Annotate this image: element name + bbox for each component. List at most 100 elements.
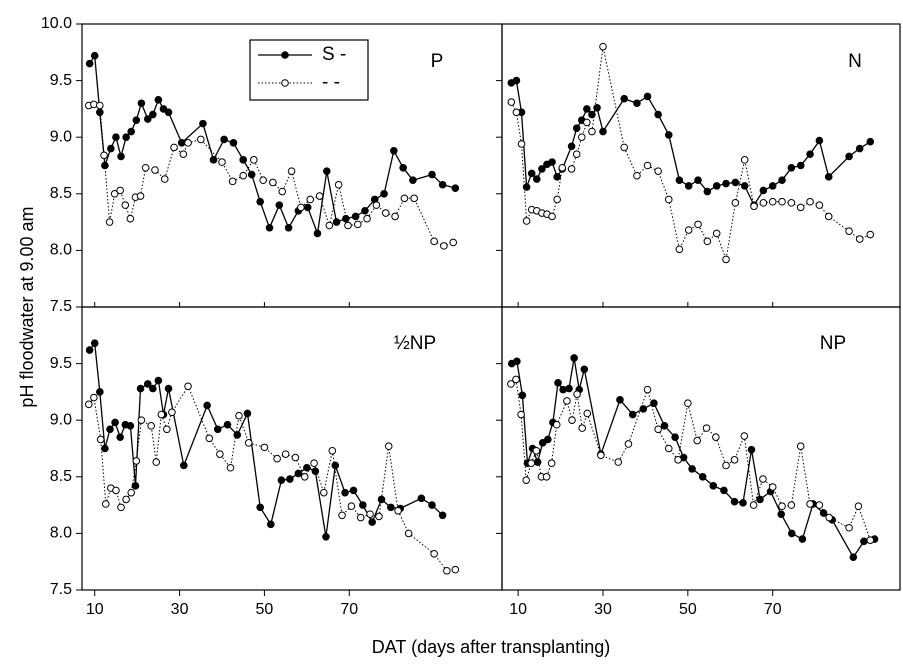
data-point (96, 101, 104, 110)
data-point (553, 173, 561, 181)
data-point (159, 105, 168, 113)
data-point (313, 229, 322, 238)
data-point (739, 499, 747, 507)
data-point (127, 127, 136, 136)
data-point (559, 385, 567, 394)
data-point (235, 411, 243, 420)
data-point (160, 175, 169, 183)
data-point (117, 152, 125, 161)
y-tick-label: 9.0 (50, 411, 72, 428)
data-point (825, 513, 833, 522)
data-point (243, 409, 252, 418)
data-point (300, 473, 309, 481)
data-point (620, 94, 629, 103)
data-point (654, 425, 662, 434)
data-point (532, 175, 541, 183)
data-point (768, 197, 777, 206)
data-point (796, 203, 805, 212)
data-point (164, 108, 173, 117)
data-point (547, 459, 556, 468)
data-point (294, 469, 303, 478)
y-tick-label: 10.0 (41, 15, 72, 32)
data-point (101, 161, 109, 170)
data-point (338, 511, 346, 520)
legend-label: - - (322, 72, 340, 93)
data-point (342, 214, 350, 223)
data-point (372, 201, 381, 209)
panel-frame (501, 306, 901, 591)
data-point (440, 242, 448, 250)
data-point (349, 486, 358, 495)
data-point (259, 176, 267, 185)
y-tick-label: 9.5 (50, 72, 72, 89)
data-point (583, 105, 591, 113)
data-point (266, 520, 275, 529)
data-point (558, 163, 567, 172)
data-point (684, 399, 692, 408)
data-point (306, 195, 315, 204)
data-point (787, 501, 796, 509)
data-point (567, 142, 576, 151)
data-point (344, 221, 352, 230)
data-point (229, 139, 238, 147)
data-point (363, 214, 371, 223)
data-point (577, 133, 586, 141)
data-point (588, 110, 596, 119)
data-point (740, 156, 749, 164)
data-point (394, 506, 402, 515)
data-point (694, 176, 702, 185)
data-point (112, 133, 120, 141)
x-tick-label: 10 (86, 601, 104, 618)
data-point (643, 92, 652, 101)
data-point (845, 152, 853, 161)
data-point (709, 482, 718, 490)
data-point (522, 217, 531, 225)
data-point (137, 99, 146, 108)
data-point (132, 457, 141, 465)
data-point (256, 503, 264, 512)
data-point (572, 124, 581, 132)
data-point (712, 229, 721, 238)
data-point (643, 161, 652, 170)
data-point (107, 144, 115, 153)
data-point (815, 136, 824, 145)
data-point (136, 384, 145, 393)
data-point (328, 446, 337, 455)
y-tick-label: 9.0 (50, 128, 72, 145)
data-point (291, 453, 300, 462)
data-point (430, 237, 438, 246)
data-point (675, 245, 684, 254)
data-point (533, 458, 542, 466)
data-point (583, 118, 591, 127)
data-point (256, 197, 264, 206)
x-axis-title: DAT (days after transplanting) (372, 637, 610, 657)
data-point (347, 502, 356, 511)
data-point (796, 442, 805, 451)
legend-box (249, 39, 369, 101)
data-point (286, 475, 294, 483)
data-point (527, 459, 536, 468)
panel-title: P (431, 51, 444, 72)
data-point (675, 176, 684, 185)
data-point (143, 115, 152, 123)
data-point (366, 510, 374, 518)
data-point (583, 409, 592, 418)
data-point (722, 461, 730, 470)
y-tick-label: 9.5 (50, 355, 72, 372)
data-point (778, 197, 786, 206)
data-point (684, 226, 693, 234)
data-point (228, 177, 237, 186)
data-point (377, 495, 386, 504)
data-point (730, 497, 739, 506)
data-point (554, 379, 562, 387)
data-point (507, 98, 516, 106)
data-point (563, 397, 571, 405)
data-point (777, 510, 785, 518)
data-point (443, 566, 451, 575)
data-point (845, 523, 853, 532)
legend-marker (281, 79, 289, 87)
data-point (84, 400, 93, 409)
data-point (205, 434, 214, 443)
data-point (567, 165, 576, 173)
data-point (731, 199, 740, 207)
